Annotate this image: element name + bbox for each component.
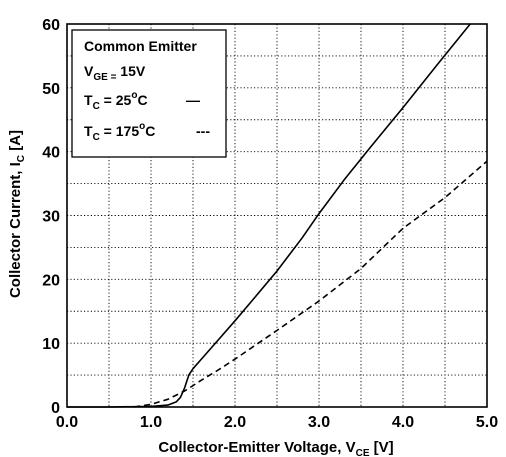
y-tick-label: 50 — [42, 81, 60, 98]
x-tick-label: 2.0 — [224, 414, 246, 431]
series-line-solid — [67, 23, 471, 408]
x-tick-label: 4.0 — [392, 414, 414, 431]
x-axis-label: Collector-Emitter Voltage, VCE [V] — [158, 439, 393, 457]
y-tick-label: 40 — [42, 145, 60, 162]
y-tick-label: 0 — [51, 400, 60, 417]
x-tick-label: 3.0 — [308, 414, 330, 431]
legend-marker-25c: — — [186, 92, 200, 108]
legend-entry-25c: TC = 25oC — [84, 90, 148, 112]
grid — [67, 24, 487, 407]
y-tick-label: 30 — [42, 209, 60, 226]
x-tick-label: 5.0 — [476, 414, 498, 431]
y-tick-label: 20 — [42, 272, 60, 289]
legend: Common Emitter VGE = 15V TC = 25oC — TC … — [71, 29, 227, 158]
legend-entry-175c: TC = 175oC — [84, 121, 155, 143]
series-line-dashed — [134, 160, 488, 408]
legend-marker-175c: --- — [196, 123, 210, 139]
tick-labels: 0.0 1.0 2.0 3.0 4.0 5.0 0 10 20 30 40 50 60 — [42, 17, 498, 431]
x-tick-label: 1.0 — [140, 414, 162, 431]
legend-title: Common Emitter — [84, 38, 197, 54]
curves — [67, 23, 488, 408]
legend-box — [71, 29, 227, 158]
plot-frame — [66, 23, 488, 408]
y-tick-label: 10 — [42, 336, 60, 353]
legend-condition: VGE = 15V — [84, 63, 146, 83]
x-tick-label: 0.0 — [56, 414, 78, 431]
y-tick-label: 60 — [42, 17, 60, 34]
y-axis-label: Collector Current, IC [A] — [7, 130, 27, 298]
